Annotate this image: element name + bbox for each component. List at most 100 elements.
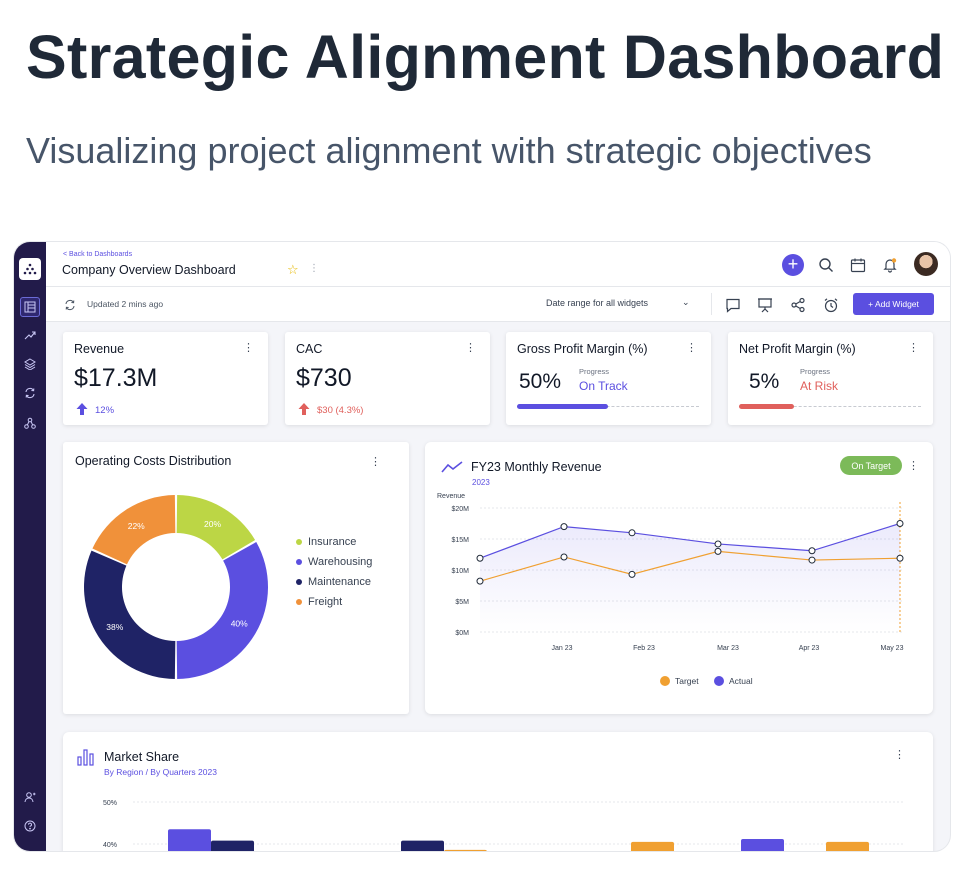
- revenue-line-chart: Revenue $0M $5M $10M $15M $20M Jan 23 Feb 23 Mar…: [437, 493, 904, 686]
- data-point-target[interactable]: [896, 554, 904, 562]
- x-tick-label: May 23: [881, 645, 904, 652]
- legend-dot: [296, 559, 302, 565]
- logo-icon[interactable]: [19, 258, 41, 280]
- series-line-actual: [479, 522, 901, 559]
- data-point-actual[interactable]: [896, 520, 904, 527]
- legend-dot: [714, 676, 724, 686]
- card-menu-icon[interactable]: ⋮: [370, 456, 381, 468]
- sidebar: [14, 242, 46, 851]
- alarm-icon[interactable]: [822, 296, 840, 314]
- bar: [826, 841, 869, 851]
- search-icon[interactable]: [816, 255, 836, 275]
- x-tick-label: Apr 23: [799, 645, 820, 652]
- market-share-bar-chart: 50% 40%: [103, 800, 903, 851]
- add-widget-button[interactable]: + Add Widget: [853, 293, 934, 315]
- panel-subtitle: By Region / By Quarters 2023: [104, 767, 217, 777]
- presentation-icon[interactable]: [756, 296, 774, 314]
- data-point-actual[interactable]: [808, 547, 816, 555]
- bell-icon[interactable]: [880, 255, 900, 275]
- kpi-label: Net Profit Margin (%): [739, 342, 856, 356]
- dashboard-title: Company Overview Dashboard: [62, 263, 236, 277]
- legend-dot: [296, 579, 302, 585]
- layers-icon[interactable]: [22, 356, 38, 372]
- y-tick-label: $5M: [455, 599, 469, 606]
- data-point-target[interactable]: [808, 556, 816, 564]
- bar: [211, 840, 254, 851]
- date-range-selector[interactable]: Date range for all widgets: [546, 298, 649, 308]
- legend-dot: [296, 599, 302, 605]
- data-point-target[interactable]: [476, 577, 484, 585]
- donut-slice-warehousing: [176, 541, 268, 679]
- avatar[interactable]: [914, 252, 938, 276]
- operating-costs-card: Operating Costs Distribution ⋮ 20% 40% 38%…: [63, 442, 409, 714]
- help-icon[interactable]: [22, 818, 38, 834]
- plus-icon[interactable]: +: [782, 254, 804, 276]
- dashboard-icon[interactable]: [20, 297, 40, 317]
- margin-value: 50%: [519, 370, 562, 393]
- y-axis-label: Revenue: [437, 493, 465, 500]
- legend-label: Target: [675, 676, 699, 686]
- kpi-value: $17.3M: [74, 364, 158, 392]
- chevron-down-icon[interactable]: ⌄: [682, 297, 690, 307]
- slice-label: 38%: [106, 622, 123, 632]
- progress-fill: [739, 404, 794, 409]
- progress-status: On Track: [579, 379, 628, 393]
- card-menu-icon[interactable]: ⋮: [894, 749, 905, 761]
- title-more-icon[interactable]: ⋮: [309, 263, 319, 274]
- legend-label: Freight: [308, 596, 343, 608]
- card-menu-icon[interactable]: ⋮: [465, 342, 476, 354]
- y-tick-label: 50%: [103, 800, 117, 807]
- legend-label: Insurance: [308, 536, 357, 548]
- favorite-star-icon[interactable]: ☆: [287, 262, 299, 277]
- donut-slice-insurance: [176, 495, 256, 560]
- trend-icon[interactable]: [22, 327, 38, 343]
- data-point-target[interactable]: [714, 547, 722, 555]
- calendar-icon[interactable]: [848, 255, 868, 275]
- kpi-label: Gross Profit Margin (%): [517, 342, 648, 356]
- bar: [631, 841, 674, 851]
- legend-label: Maintenance: [308, 576, 371, 588]
- market-share-card: Market Share By Region / By Quarters 202…: [63, 732, 933, 851]
- data-point-target[interactable]: [560, 553, 568, 561]
- comment-icon[interactable]: [724, 296, 742, 314]
- actual-area: [480, 523, 900, 632]
- card-menu-icon[interactable]: ⋮: [686, 342, 697, 354]
- y-tick-label: 40%: [103, 842, 117, 849]
- bar: [401, 840, 444, 851]
- data-point-actual[interactable]: [476, 554, 484, 562]
- progress-label: Progress: [800, 367, 831, 376]
- slice-label: 40%: [231, 619, 248, 629]
- legend-dot: [660, 676, 670, 686]
- status-badge: On Target: [840, 456, 902, 475]
- data-point-actual[interactable]: [714, 540, 722, 548]
- bar: [741, 838, 784, 851]
- card-menu-icon[interactable]: ⋮: [243, 342, 254, 354]
- card-menu-icon[interactable]: ⋮: [908, 460, 919, 472]
- donut-chart: 20% 40% 38% 22%: [84, 495, 268, 679]
- legend-item-maintenance: Maintenance: [296, 576, 371, 588]
- legend-item-insurance: Insurance: [296, 536, 356, 548]
- share-icon[interactable]: [789, 296, 807, 314]
- progress-status: At Risk: [800, 379, 839, 393]
- margin-value: 5%: [749, 370, 780, 393]
- refresh-icon[interactable]: [64, 298, 76, 316]
- sync-icon[interactable]: [22, 385, 38, 401]
- app-window: < Back to Dashboards Company Overview Da…: [14, 242, 950, 851]
- arrow-up-icon: [298, 403, 310, 415]
- user-icon[interactable]: [22, 789, 38, 805]
- progress-label: Progress: [579, 367, 610, 376]
- arrow-up-icon: [76, 403, 88, 415]
- y-tick-label: $10M: [451, 568, 469, 575]
- app-header: < Back to Dashboards Company Overview Da…: [46, 242, 950, 287]
- data-point-actual[interactable]: [628, 529, 636, 537]
- data-point-actual[interactable]: [560, 523, 568, 531]
- legend-label: Actual: [729, 676, 753, 686]
- dashboard-toolbar: Updated 2 mins ago Date range for all wi…: [46, 287, 950, 322]
- series-line-target: [479, 550, 901, 582]
- network-icon[interactable]: [22, 415, 38, 431]
- kpi-value: $730: [296, 364, 352, 392]
- card-menu-icon[interactable]: ⋮: [908, 342, 919, 354]
- last-updated-text: Updated 2 mins ago: [87, 299, 164, 309]
- back-to-dashboards-link[interactable]: < Back to Dashboards: [63, 251, 133, 258]
- data-point-target[interactable]: [628, 570, 636, 578]
